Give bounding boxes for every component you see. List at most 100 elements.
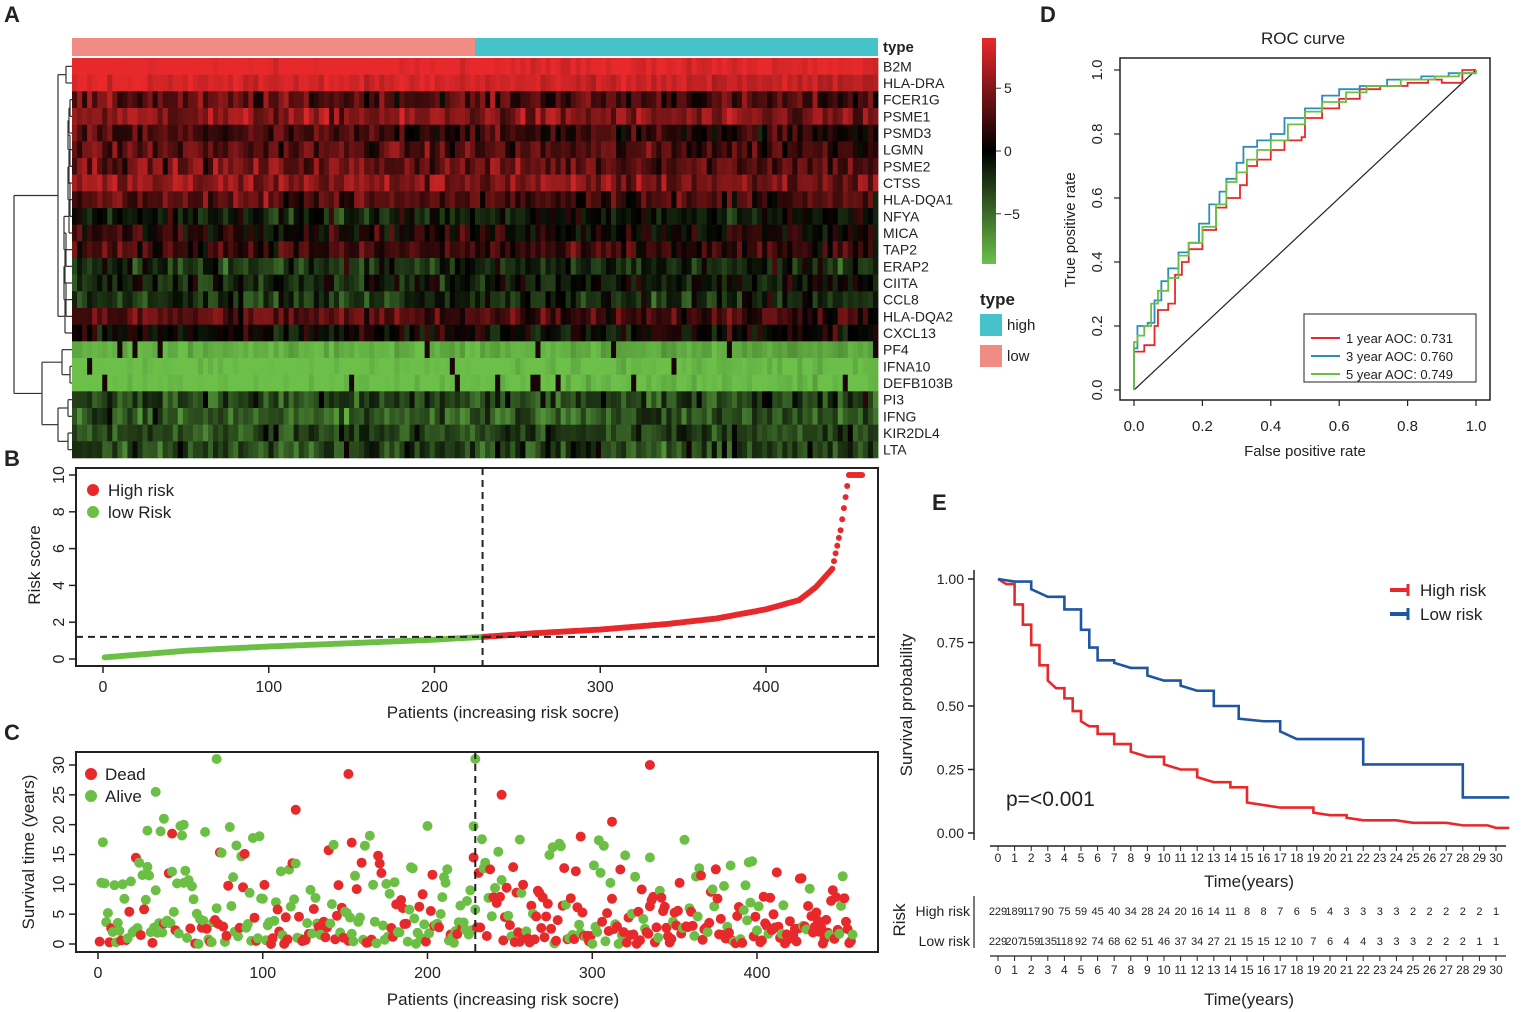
heat-cell [218, 291, 224, 309]
heat-cell [520, 174, 526, 192]
heat-cell [147, 58, 153, 75]
heat-cell [631, 158, 637, 175]
heat-cell [318, 424, 325, 442]
heat-cell [626, 58, 632, 75]
heat-cell [97, 208, 103, 225]
survival-point [588, 860, 599, 871]
heat-cell [691, 391, 698, 409]
heat-cell [273, 374, 279, 392]
heat-cell [696, 424, 703, 442]
heat-cell [752, 74, 758, 92]
heat-cell [147, 258, 153, 275]
heat-cell [278, 158, 284, 175]
heat-cell [142, 274, 148, 292]
heat-cell [72, 91, 78, 109]
heat-cell [741, 374, 748, 392]
heat-cell [565, 191, 572, 209]
heat-cell [500, 224, 506, 242]
heat-cell [127, 124, 133, 142]
heat-cell [827, 191, 834, 209]
heat-cell [354, 224, 360, 242]
heat-cell [515, 191, 521, 209]
heat-cell [469, 74, 476, 92]
heat-cell [656, 341, 662, 359]
heat-cell [857, 291, 864, 309]
heat-cell [248, 91, 254, 109]
heat-cell [741, 108, 748, 125]
heat-cell [142, 174, 148, 192]
risk-x-label: Patients (increasing risk socre) [387, 703, 619, 722]
heat-cell [454, 224, 461, 242]
heat-cell [666, 141, 672, 159]
heat-cell [213, 408, 219, 425]
survival-point [602, 908, 613, 919]
heat-cell [127, 141, 133, 159]
heat-cell [122, 58, 128, 75]
heat-cell [449, 58, 456, 75]
heat-cell [872, 174, 879, 192]
heat-cell [389, 291, 395, 309]
heat-cell [87, 258, 93, 275]
heat-cell [832, 174, 839, 192]
heat-cell [767, 391, 773, 409]
heat-cell [238, 74, 244, 92]
heat-cell [762, 291, 768, 309]
heat-cell [611, 241, 617, 259]
heat-cell [429, 408, 436, 425]
heat-cell [706, 124, 713, 142]
heat-cell [550, 391, 556, 409]
heat-cell [595, 74, 602, 92]
survival-point [144, 870, 155, 881]
heat-cell [802, 158, 808, 175]
heat-cell [333, 108, 340, 125]
heat-cell [454, 74, 461, 92]
heat-cell [560, 258, 567, 275]
heat-cell [298, 441, 305, 459]
heat-cell [223, 258, 229, 275]
heat-cell [283, 158, 290, 175]
heat-cell [419, 358, 426, 375]
heat-cell [867, 208, 874, 225]
heat-cell [570, 141, 577, 159]
heat-cell [288, 91, 295, 109]
color-bar-tick-label: −5 [1004, 206, 1020, 222]
heat-cell [656, 191, 662, 209]
heat-cell [253, 241, 259, 259]
heat-cell [595, 141, 602, 159]
heat-cell [218, 91, 224, 109]
heat-cell [842, 141, 849, 159]
heat-cell [384, 358, 390, 375]
heat-cell [721, 258, 728, 275]
heat-cell [590, 124, 597, 142]
heat-cell [233, 241, 239, 259]
heat-cell [127, 74, 133, 92]
heat-cell [807, 174, 813, 192]
heat-cell [464, 224, 471, 242]
heat-cell [600, 58, 607, 75]
heat-cell [283, 358, 290, 375]
heat-cell [323, 324, 330, 342]
heat-cell [736, 224, 743, 242]
heat-cell [137, 274, 143, 292]
survival-point [155, 826, 166, 837]
heat-cell [323, 208, 330, 225]
heat-cell [580, 341, 587, 359]
heat-cell [706, 258, 713, 275]
heat-cell [847, 58, 854, 75]
heat-cell [112, 174, 118, 192]
heat-cell [82, 224, 88, 242]
heat-cell [867, 174, 874, 192]
heat-cell [772, 274, 778, 292]
heat-cell [419, 308, 426, 325]
heat-cell [636, 174, 642, 192]
heat-cell [590, 241, 597, 259]
heat-cell [711, 358, 718, 375]
heat-cell [611, 224, 617, 242]
heat-cell [550, 124, 556, 142]
heat-cell [696, 141, 703, 159]
heat-cell [213, 391, 219, 409]
heat-cell [485, 408, 491, 425]
heat-cell [464, 74, 471, 92]
heat-cell [621, 108, 627, 125]
